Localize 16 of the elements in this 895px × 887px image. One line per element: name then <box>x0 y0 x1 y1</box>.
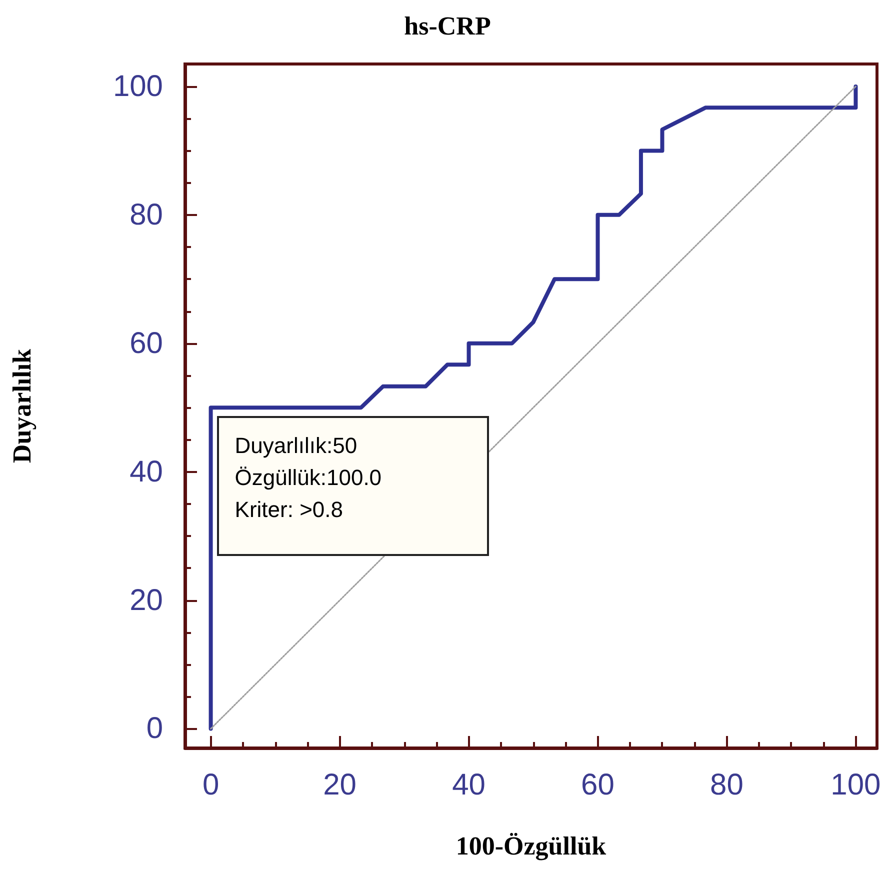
y-axis-title: Duyarlılık <box>8 348 36 464</box>
y-tick-label: 80 <box>130 198 163 232</box>
y-tick-label: 20 <box>130 584 163 617</box>
y-tick-label: 40 <box>130 455 163 488</box>
y-tick-label: 60 <box>130 326 163 360</box>
x-tick-label: 20 <box>323 768 356 802</box>
callout-box: Duyarlılık:50 Özgüllük:100.0 Kriter: >0.8 <box>216 416 489 556</box>
y-tick-label: 100 <box>112 70 163 103</box>
x-tick-label: 0 <box>202 768 220 802</box>
x-tick-label: 80 <box>710 768 744 802</box>
x-tick-label: 100 <box>830 768 881 802</box>
x-tick-label: 40 <box>452 768 486 802</box>
y-tick-label: 0 <box>146 712 163 746</box>
chart-title: hs-CRP <box>404 12 491 40</box>
x-tick-label: 60 <box>581 768 614 802</box>
x-axis-title: 100-Özgüllük <box>456 832 607 860</box>
